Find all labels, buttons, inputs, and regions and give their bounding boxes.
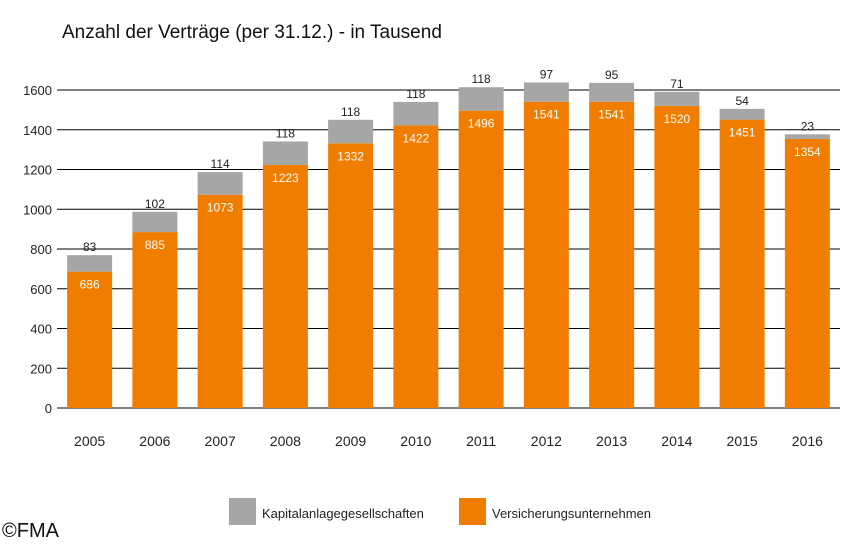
x-tick-2009: 2009 bbox=[335, 433, 366, 449]
bar-versicherungsunternehmen-2010 bbox=[393, 125, 439, 408]
bar-kapitalanlagegesellschaften-2011 bbox=[458, 87, 504, 111]
y-tick-1400: 1400 bbox=[23, 123, 52, 138]
label-kapitalanlagegesellschaften-2012: 97 bbox=[540, 67, 554, 81]
x-axis: 2005 2006 2007 2008 2009 2010 2011 2012 2013 2014… bbox=[74, 433, 823, 449]
label-versicherungsunternehmen-2007: 1073 bbox=[207, 201, 234, 215]
x-tick-2015: 2015 bbox=[727, 433, 758, 449]
bar-kapitalanlagegesellschaften-2005 bbox=[67, 255, 113, 272]
x-tick-2007: 2007 bbox=[205, 433, 236, 449]
bar-kapitalanlagegesellschaften-2009 bbox=[328, 119, 374, 144]
label-versicherungsunternehmen-2006: 885 bbox=[145, 238, 165, 252]
x-tick-2005: 2005 bbox=[74, 433, 105, 449]
gridlines bbox=[57, 89, 840, 409]
label-kapitalanlagegesellschaften-2015: 54 bbox=[735, 94, 749, 108]
bar-versicherungsunternehmen-2012 bbox=[523, 101, 569, 408]
copyright-notice: ©FMA bbox=[2, 520, 59, 542]
data-labels: 686 83 885 102 1073 114 1223 118 1332 118 1422 118 1… bbox=[80, 67, 821, 291]
label-versicherungsunternehmen-2016: 1354 bbox=[794, 145, 821, 159]
x-tick-2014: 2014 bbox=[661, 433, 692, 449]
x-tick-2010: 2010 bbox=[400, 433, 431, 449]
x-tick-2016: 2016 bbox=[792, 433, 823, 449]
y-axis: 0 200 400 600 800 1000 1200 1400 1600 bbox=[23, 83, 52, 416]
bar-versicherungsunternehmen-2014 bbox=[654, 105, 700, 409]
label-versicherungsunternehmen-2011: 1496 bbox=[468, 117, 495, 131]
bar-versicherungsunternehmen-2009 bbox=[328, 143, 374, 408]
chart-title: Anzahl der Verträge (per 31.12.) - in Ta… bbox=[62, 22, 442, 43]
label-versicherungsunternehmen-2009: 1332 bbox=[337, 149, 364, 163]
y-tick-200: 200 bbox=[30, 361, 52, 376]
x-tick-2011: 2011 bbox=[466, 433, 496, 449]
label-versicherungsunternehmen-2014: 1520 bbox=[664, 112, 691, 126]
label-kapitalanlagegesellschaften-2013: 95 bbox=[605, 68, 619, 82]
bar-versicherungsunternehmen-2016 bbox=[784, 138, 830, 408]
x-tick-2012: 2012 bbox=[531, 433, 562, 449]
label-kapitalanlagegesellschaften-2014: 71 bbox=[670, 77, 684, 91]
bar-versicherungsunternehmen-2005 bbox=[67, 271, 113, 408]
bar-kapitalanlagegesellschaften-2006 bbox=[132, 211, 178, 233]
label-kapitalanlagegesellschaften-2007: 114 bbox=[211, 157, 230, 171]
label-kapitalanlagegesellschaften-2006: 102 bbox=[145, 197, 165, 211]
y-tick-400: 400 bbox=[30, 322, 52, 337]
y-tick-600: 600 bbox=[30, 282, 52, 297]
label-kapitalanlagegesellschaften-2008: 118 bbox=[276, 126, 295, 140]
x-tick-2006: 2006 bbox=[139, 433, 170, 449]
bar-kapitalanlagegesellschaften-2008 bbox=[262, 141, 308, 165]
bar-versicherungsunternehmen-2013 bbox=[589, 101, 635, 408]
bar-versicherungsunternehmen-2006 bbox=[132, 232, 178, 408]
x-tick-2008: 2008 bbox=[270, 433, 301, 449]
bar-kapitalanlagegesellschaften-2015 bbox=[719, 108, 765, 120]
bar-kapitalanlagegesellschaften-2012 bbox=[523, 82, 569, 102]
label-versicherungsunternehmen-2008: 1223 bbox=[272, 171, 299, 185]
bar-versicherungsunternehmen-2007 bbox=[197, 194, 243, 408]
legend-swatch-versicherungsunternehmen bbox=[459, 498, 486, 525]
label-kapitalanlagegesellschaften-2016: 23 bbox=[801, 119, 815, 133]
bar-versicherungsunternehmen-2008 bbox=[262, 164, 308, 408]
bars bbox=[67, 82, 830, 409]
bar-kapitalanlagegesellschaften-2014 bbox=[654, 91, 700, 106]
legend: Kapitalanlagegesellschaften Versicherung… bbox=[229, 498, 651, 525]
y-tick-1000: 1000 bbox=[23, 202, 52, 217]
label-versicherungsunternehmen-2010: 1422 bbox=[403, 131, 430, 145]
bar-kapitalanlagegesellschaften-2016 bbox=[784, 134, 830, 139]
label-versicherungsunternehmen-2005: 686 bbox=[80, 278, 100, 292]
legend-swatch-kapitalanlagegesellschaften bbox=[229, 498, 256, 525]
y-tick-800: 800 bbox=[30, 242, 52, 257]
bar-kapitalanlagegesellschaften-2013 bbox=[589, 82, 635, 102]
label-versicherungsunternehmen-2012: 1541 bbox=[533, 108, 560, 122]
label-kapitalanlagegesellschaften-2009: 118 bbox=[341, 105, 360, 119]
bar-versicherungsunternehmen-2015 bbox=[719, 119, 765, 409]
y-tick-1200: 1200 bbox=[23, 163, 52, 178]
bar-kapitalanlagegesellschaften-2010 bbox=[393, 101, 439, 126]
y-tick-0: 0 bbox=[45, 401, 52, 416]
x-tick-2013: 2013 bbox=[596, 433, 627, 449]
legend-label-kapitalanlagegesellschaften: Kapitalanlagegesellschaften bbox=[262, 506, 424, 521]
label-versicherungsunternehmen-2015: 1451 bbox=[729, 126, 756, 140]
bar-versicherungsunternehmen-2011 bbox=[458, 110, 504, 409]
y-tick-1600: 1600 bbox=[23, 83, 52, 98]
bar-kapitalanlagegesellschaften-2007 bbox=[197, 172, 243, 195]
label-versicherungsunternehmen-2013: 1541 bbox=[598, 108, 625, 122]
legend-label-versicherungsunternehmen: Versicherungsunternehmen bbox=[492, 506, 651, 521]
label-kapitalanlagegesellschaften-2010: 118 bbox=[406, 87, 425, 101]
label-kapitalanlagegesellschaften-2005: 83 bbox=[83, 240, 97, 254]
label-kapitalanlagegesellschaften-2011: 118 bbox=[472, 72, 491, 86]
